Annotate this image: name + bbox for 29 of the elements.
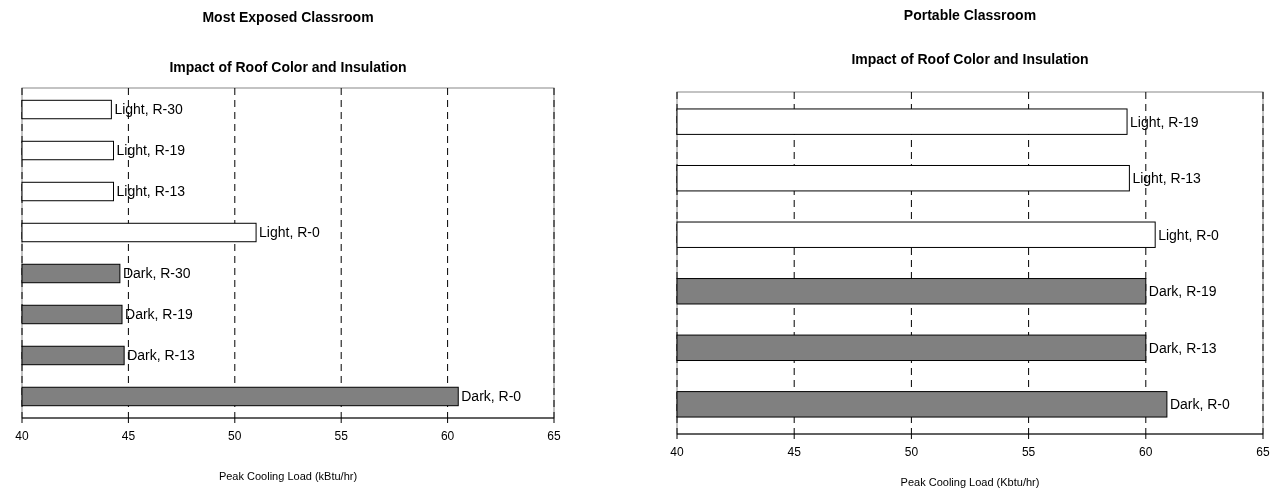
y-tick-label: Light, R-0: [1158, 226, 1220, 243]
chart-subtitle: Impact of Roof Color and Insulation: [851, 51, 1089, 67]
chart-title: Portable Classroom: [903, 7, 1037, 23]
category-label: Light, R-0: [259, 224, 320, 241]
category-label: Light, R-13: [116, 183, 185, 200]
category-label: Dark, R-13: [127, 347, 195, 364]
x-tick-label: 60: [1139, 445, 1153, 459]
chart-title: Most Exposed Classroom: [202, 9, 374, 25]
x-tick-label: 50: [228, 429, 242, 443]
x-tick-label: 40: [15, 429, 29, 443]
x-tick-label: 55: [334, 429, 349, 443]
x-axis-title: Peak Cooling Load (kBtu/hr): [218, 470, 358, 482]
x-tick-label: 45: [787, 445, 802, 459]
y-tick-label: Dark, R-19: [1148, 283, 1217, 300]
x-tick-label: 60: [440, 429, 455, 443]
category-label: Light, R-30: [114, 101, 183, 118]
category-label: Dark, R-19: [125, 306, 193, 323]
category-label: Light, R-19: [116, 142, 185, 159]
x-tick-label: 55: [1021, 445, 1036, 459]
x-tick-label: 50: [904, 445, 919, 459]
x-tick-label: 65: [547, 429, 561, 443]
x-tick-label: 45: [121, 429, 136, 443]
category-label: Dark, R-30: [122, 265, 191, 282]
chart-subtitle: Impact of Roof Color and Insulation: [169, 59, 407, 75]
category-label: Dark, R-0: [461, 388, 522, 405]
x-axis-title: Peak Cooling Load (Kbtu/hr): [900, 476, 1040, 488]
x-tick-label: 65: [1256, 445, 1270, 459]
y-tick-label: Dark, R-13: [1148, 339, 1217, 356]
x-tick-label: 40: [670, 445, 684, 459]
